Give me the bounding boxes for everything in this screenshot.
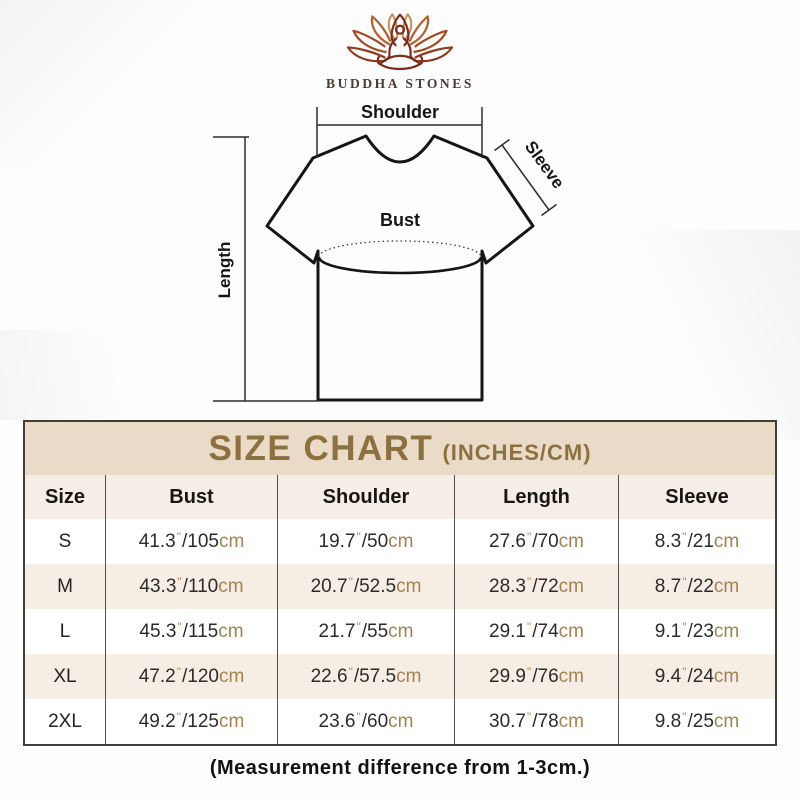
background-wash-right	[570, 230, 800, 440]
table-row: S 41.3 "/105 cm 19.7 "/50 cm 27.6 "/70 cm 8.3 "…	[25, 519, 775, 564]
column-header-bust: Bust	[105, 475, 277, 519]
length-value: 27.6 "/70 cm	[454, 519, 618, 564]
shoulder-value: 19.7 "/50 cm	[277, 519, 454, 564]
length-value: 29.9 "/76 cm	[454, 654, 618, 699]
table-row: L 45.3 "/115 cm 21.7 "/55 cm 29.1 "/74 cm 9.1 "…	[25, 609, 775, 654]
sleeve-value: 9.8 "/25 cm	[618, 699, 775, 744]
bust-value: 43.3 "/110 cm	[105, 564, 277, 609]
shoulder-value: 23.6 "/60 cm	[277, 699, 454, 744]
length-value: 29.1 "/74 cm	[454, 609, 618, 654]
shoulder-value: 20.7 "/52.5 cm	[277, 564, 454, 609]
bust-value: 45.3 "/115 cm	[105, 609, 277, 654]
bust-line-solid	[317, 256, 483, 275]
size-value: L	[25, 609, 105, 654]
size-value: 2XL	[25, 699, 105, 744]
size-value: XL	[25, 654, 105, 699]
brand-name: BUDDHA STONES	[326, 76, 474, 91]
measurement-footnote: (Measurement difference from 1-3cm.)	[209, 757, 591, 779]
column-header-length: Length	[454, 475, 618, 519]
table-row: M 43.3 "/110 cm 20.7 "/52.5 cm 28.3 "/72 cm 8.…	[25, 564, 775, 609]
bust-value: 49.2 "/125 cm	[105, 699, 277, 744]
tshirt-measurement-diagram: Shoulder Length Sleeve Bust	[213, 102, 568, 402]
length-value: 30.7 "/78 cm	[454, 699, 618, 744]
bust-line-dotted	[318, 240, 482, 258]
length-value: 28.3 "/72 cm	[454, 564, 618, 609]
shoulder-value: 22.6 "/57.5 cm	[277, 654, 454, 699]
size-value: S	[25, 519, 105, 564]
sleeve-value: 8.3 "/21 cm	[618, 519, 775, 564]
size-chart-title: SIZE CHART (INCHES/CM)	[25, 422, 775, 475]
table-header-row: Size Bust Shoulder Length Sleeve	[25, 475, 775, 519]
bust-value: 47.2 "/120 cm	[105, 654, 277, 699]
column-header-size: Size	[25, 475, 105, 519]
column-header-sleeve: Sleeve	[618, 475, 775, 519]
bust-label: Bust	[380, 210, 420, 230]
sleeve-measure-line	[494, 138, 557, 217]
sleeve-value: 9.1 "/23 cm	[618, 609, 775, 654]
sleeve-label: Sleeve	[521, 137, 568, 192]
lotus-meditation-icon	[346, 13, 454, 71]
sleeve-value: 9.4 "/24 cm	[618, 654, 775, 699]
table-row: XL 47.2 "/120 cm 22.6 "/57.5 cm 29.9 "/76 cm 9…	[25, 654, 775, 699]
size-value: M	[25, 564, 105, 609]
brand-logo: BUDDHA STONES	[0, 12, 800, 92]
background-wash-left	[0, 330, 210, 420]
size-chart-table: SIZE CHART (INCHES/CM) Size Bust Shoulde…	[23, 420, 777, 746]
size-chart-title-text: SIZE CHART	[208, 429, 434, 468]
sleeve-value: 8.7 "/22 cm	[618, 564, 775, 609]
size-chart-title-units: (INCHES/CM)	[442, 440, 592, 465]
tshirt-outline	[265, 134, 535, 402]
bust-value: 41.3 "/105 cm	[105, 519, 277, 564]
shoulder-value: 21.7 "/55 cm	[277, 609, 454, 654]
table-row: 2XL 49.2 "/125 cm 23.6 "/60 cm 30.7 "/78 cm 9.…	[25, 699, 775, 744]
length-measure-line	[213, 136, 318, 402]
shoulder-label: Shoulder	[361, 102, 439, 122]
column-header-shoulder: Shoulder	[277, 475, 454, 519]
shoulder-measure-line	[316, 107, 483, 158]
length-label: Length	[215, 242, 234, 299]
